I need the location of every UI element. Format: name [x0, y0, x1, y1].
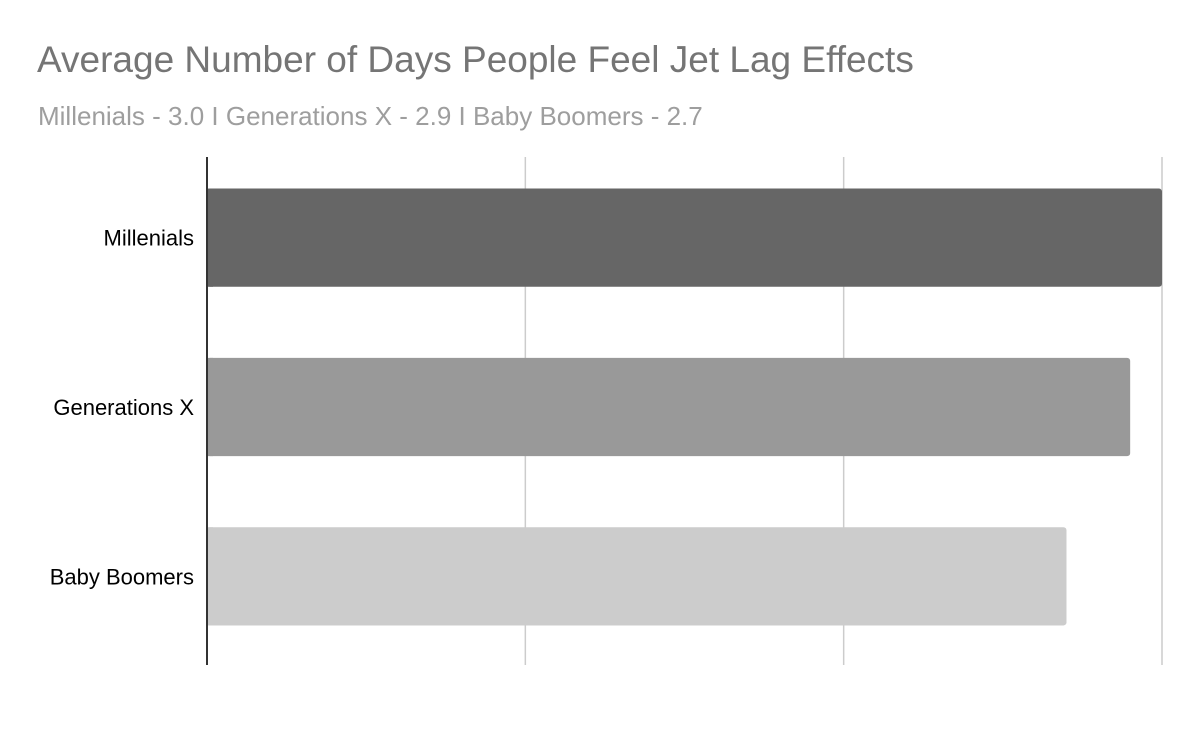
category-label-2: Baby Boomers: [50, 564, 194, 589]
bar-base-0: [207, 188, 213, 287]
bar-base-1: [207, 357, 213, 457]
category-label-0: Millenials: [104, 226, 194, 251]
bar-baby-boomers: [207, 527, 1067, 626]
bar-millenials: [207, 188, 1162, 287]
category-labels: Millenials Generations X Baby Boomers: [50, 226, 195, 590]
bar-base-2: [207, 527, 213, 626]
bars: [207, 188, 1162, 626]
bar-generations-x: [207, 357, 1131, 457]
chart-title: Average Number of Days People Feel Jet L…: [37, 39, 914, 80]
chart-subtitle: Millenials - 3.0 I Generations X - 2.9 I…: [38, 101, 703, 131]
category-label-1: Generations X: [53, 395, 194, 420]
